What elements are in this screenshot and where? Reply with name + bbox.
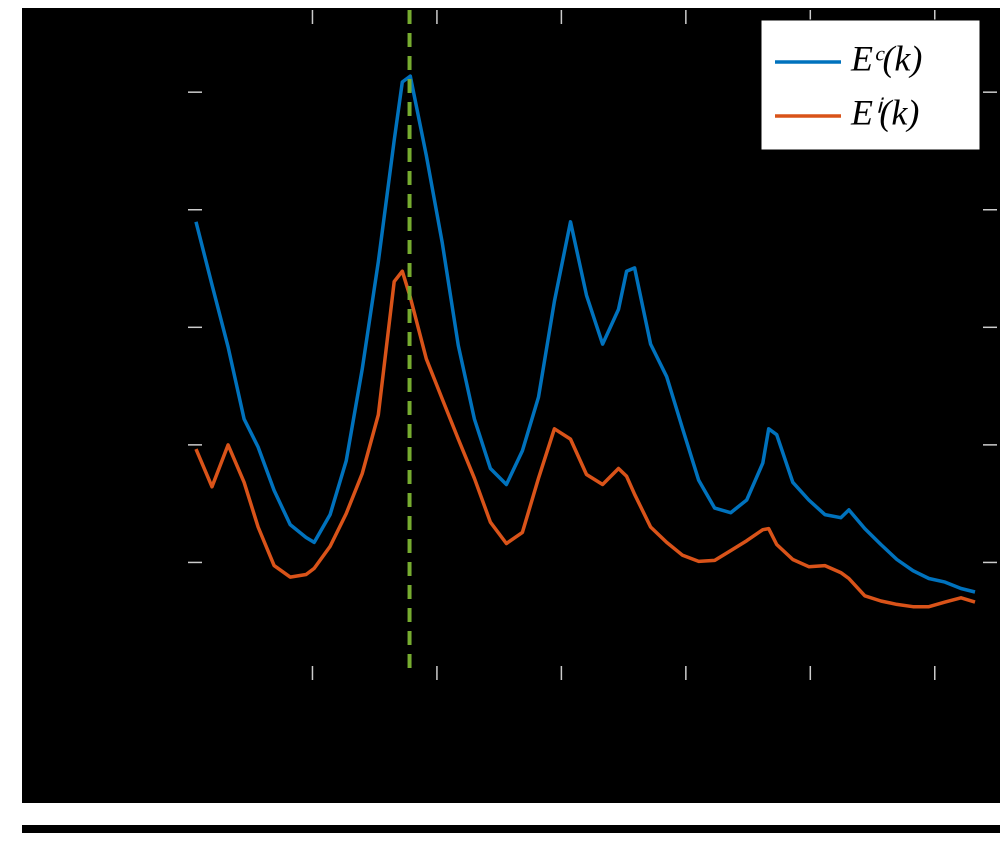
x-tick-label: 5: [805, 689, 816, 714]
series-line: [194, 74, 976, 594]
legend-label: Eᶜ(k): [850, 38, 922, 78]
legend-label: Eⁱ(k): [850, 92, 919, 132]
series-line: [194, 269, 976, 609]
bottom-bar: [22, 825, 1000, 833]
y-tick-label: 0.001: [129, 312, 179, 337]
y-tick-label: 0.00001: [107, 547, 179, 572]
x-tick-label: 3: [556, 689, 567, 714]
legend-box: [760, 19, 981, 151]
x-tick-label: 1: [307, 689, 318, 714]
y-tick-label: 0.0001: [118, 430, 179, 455]
y-tick-label: 0.1: [151, 77, 179, 102]
x-tick-label: 2: [431, 689, 442, 714]
y-tick-label: 0.01: [140, 195, 179, 220]
x-tick-label: 4: [680, 689, 691, 714]
x-tick-label: 6: [929, 689, 940, 714]
